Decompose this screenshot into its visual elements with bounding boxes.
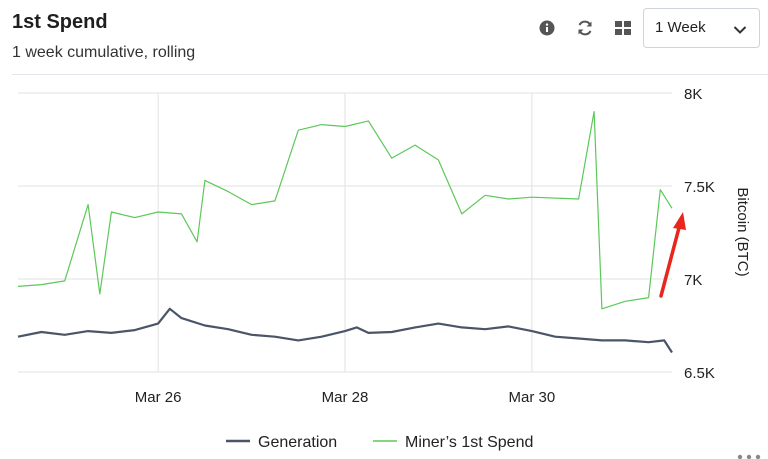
series-line-1 bbox=[17, 111, 673, 310]
grid-lines bbox=[18, 92, 672, 373]
time-range-value: 1 Week bbox=[655, 19, 706, 36]
x-tick-label: Mar 30 bbox=[509, 389, 556, 406]
legend-label-first-spend: Miner’s 1st Spend bbox=[405, 434, 533, 451]
y-tick-labels: 6.5K 7K 7.5K 8K bbox=[684, 86, 715, 382]
x-tick-label: Mar 28 bbox=[322, 389, 369, 406]
chevron-down-icon bbox=[733, 22, 747, 40]
legend-label-generation: Generation bbox=[258, 434, 337, 451]
legend: Generation Miner’s 1st Spend bbox=[226, 434, 533, 451]
time-range-select[interactable]: 1 Week bbox=[643, 8, 760, 48]
y-tick-label: 7K bbox=[684, 272, 702, 289]
x-tick-label: Mar 26 bbox=[135, 389, 182, 406]
collapse-corner bbox=[737, 454, 761, 459]
annotation-arrow bbox=[659, 212, 686, 298]
refresh-icon[interactable] bbox=[573, 16, 597, 40]
info-icon[interactable] bbox=[535, 16, 559, 40]
series-layer bbox=[17, 111, 673, 354]
y-axis-label: Bitcoin (BTC) bbox=[734, 187, 751, 276]
grid-icon[interactable] bbox=[611, 16, 635, 40]
y-tick-label: 7.5K bbox=[684, 179, 715, 196]
header-divider bbox=[12, 74, 768, 75]
y-tick-label: 8K bbox=[684, 86, 702, 103]
y-tick-label: 6.5K bbox=[684, 365, 715, 382]
x-tick-labels: Mar 26 Mar 28 Mar 30 bbox=[135, 389, 555, 406]
page-subtitle: 1 week cumulative, rolling bbox=[12, 44, 196, 61]
chart-toolbar bbox=[0, 16, 768, 46]
series-line-0 bbox=[17, 307, 673, 354]
page-title: 1st Spend bbox=[12, 11, 108, 33]
